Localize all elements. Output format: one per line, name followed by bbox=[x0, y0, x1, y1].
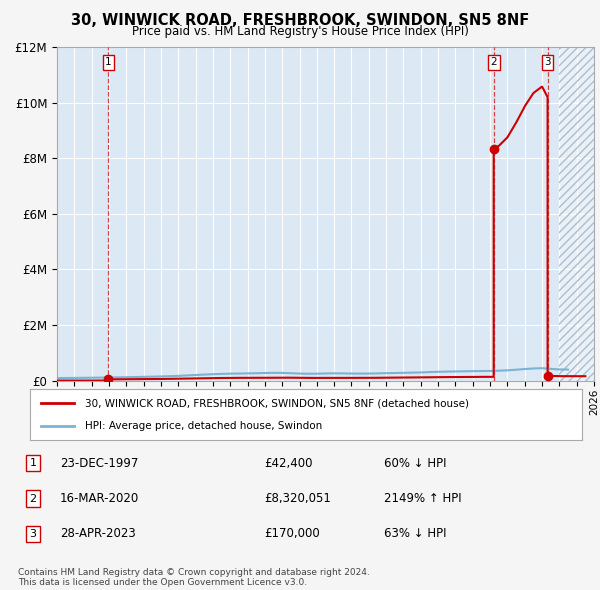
Text: 1: 1 bbox=[105, 57, 112, 67]
Text: 3: 3 bbox=[29, 529, 37, 539]
Text: 2: 2 bbox=[29, 494, 37, 503]
Text: 3: 3 bbox=[544, 57, 551, 67]
Text: 1: 1 bbox=[29, 458, 37, 468]
Bar bbox=[559, 47, 594, 381]
Text: 30, WINWICK ROAD, FRESHBROOK, SWINDON, SN5 8NF (detached house): 30, WINWICK ROAD, FRESHBROOK, SWINDON, S… bbox=[85, 398, 469, 408]
Text: 63% ↓ HPI: 63% ↓ HPI bbox=[384, 527, 446, 540]
Text: 60% ↓ HPI: 60% ↓ HPI bbox=[384, 457, 446, 470]
Text: 23-DEC-1997: 23-DEC-1997 bbox=[60, 457, 139, 470]
Text: 2: 2 bbox=[490, 57, 497, 67]
Text: £8,320,051: £8,320,051 bbox=[264, 492, 331, 505]
Text: 30, WINWICK ROAD, FRESHBROOK, SWINDON, SN5 8NF: 30, WINWICK ROAD, FRESHBROOK, SWINDON, S… bbox=[71, 13, 529, 28]
Text: 28-APR-2023: 28-APR-2023 bbox=[60, 527, 136, 540]
Text: Contains HM Land Registry data © Crown copyright and database right 2024.
This d: Contains HM Land Registry data © Crown c… bbox=[18, 568, 370, 587]
Text: 16-MAR-2020: 16-MAR-2020 bbox=[60, 492, 139, 505]
Text: Price paid vs. HM Land Registry's House Price Index (HPI): Price paid vs. HM Land Registry's House … bbox=[131, 25, 469, 38]
Text: HPI: Average price, detached house, Swindon: HPI: Average price, detached house, Swin… bbox=[85, 421, 322, 431]
Text: 2149% ↑ HPI: 2149% ↑ HPI bbox=[384, 492, 461, 505]
Text: £42,400: £42,400 bbox=[264, 457, 313, 470]
Bar bbox=[559, 47, 594, 381]
Text: £170,000: £170,000 bbox=[264, 527, 320, 540]
